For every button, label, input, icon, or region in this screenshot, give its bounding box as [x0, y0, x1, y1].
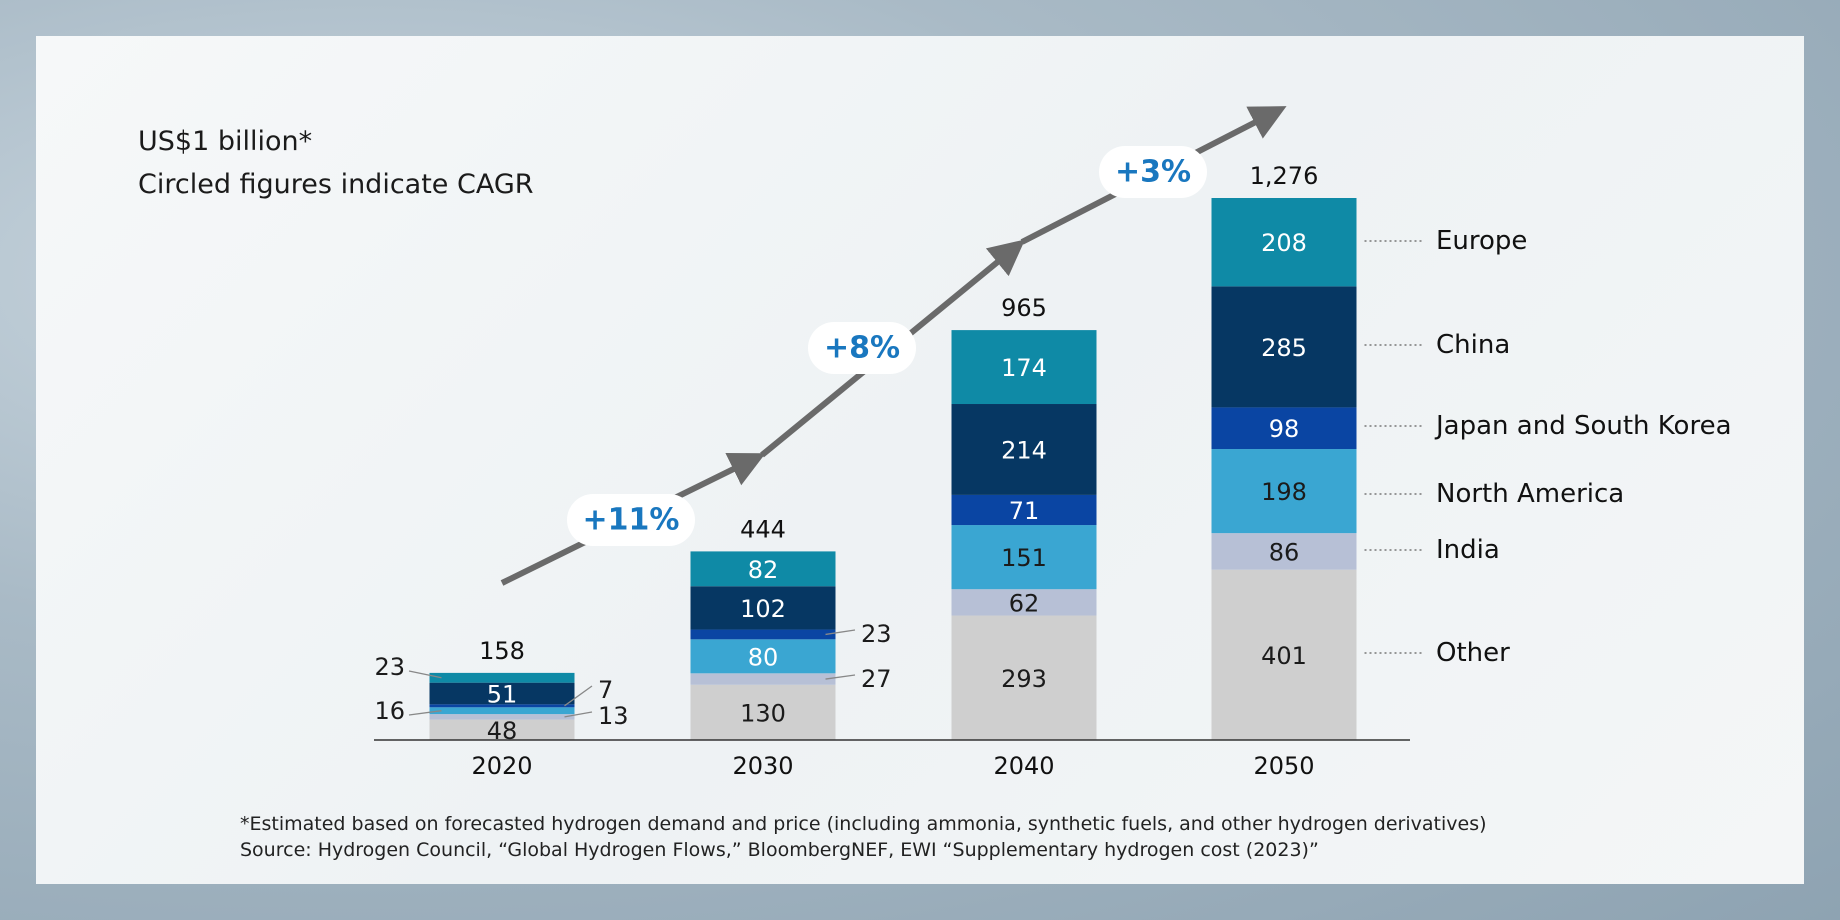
bar-segment-india-2030	[690, 673, 836, 685]
chart-footer: *Estimated based on forecasted hydrogen …	[240, 811, 1487, 863]
leader-line-japan-and-south-korea-2030	[825, 629, 856, 636]
value-label-europe-2020: 23	[374, 653, 405, 681]
value-label-other-2030: 130	[740, 699, 786, 727]
bar-segment-north-america-2020	[429, 707, 575, 715]
bar-segment-north-america-2030	[690, 639, 836, 674]
cagr-label-2: +8%	[824, 331, 900, 366]
bar-segment-india-2050	[1211, 533, 1357, 570]
legend-label-north-america: North America	[1436, 479, 1624, 509]
bar-segment-india-2020	[429, 714, 575, 720]
bar-segment-india-2040	[951, 589, 1097, 616]
bar-segment-japan-and-south-korea-2040	[951, 494, 1097, 526]
chart-panel	[36, 36, 1804, 884]
bar-segment-north-america-2050	[1211, 449, 1357, 534]
cagr-note: Circled figures indicate CAGR	[138, 169, 534, 200]
source-note: Source: Hydrogen Council, “Global Hydrog…	[240, 839, 1319, 861]
total-label-2040: 965	[1001, 294, 1047, 322]
value-label-north-america-2050: 198	[1261, 478, 1307, 506]
category-label-2030: 2030	[732, 752, 793, 780]
chart-header: US$1 billion* Circled figures indicate C…	[138, 120, 534, 206]
cagr-label-3: +3%	[1115, 155, 1191, 190]
value-label-india-2030: 27	[861, 665, 892, 693]
bar-segment-europe-2030	[690, 551, 836, 587]
value-label-india-2020: 13	[598, 702, 629, 730]
bar-segment-europe-2040	[951, 330, 1097, 405]
value-label-north-america-2040: 151	[1001, 544, 1047, 572]
category-label-2020: 2020	[471, 752, 532, 780]
legend-label-china: China	[1436, 330, 1510, 360]
value-label-other-2040: 293	[1001, 665, 1047, 693]
legend-label-india: India	[1436, 535, 1500, 565]
bar-segment-japan-and-south-korea-2030	[690, 629, 836, 640]
value-label-china-2030: 102	[740, 595, 786, 623]
leader-line-north-america-2020	[408, 710, 442, 716]
value-label-japan-and-south-korea-2040: 71	[1009, 497, 1040, 525]
value-label-japan-and-south-korea-2050: 98	[1269, 415, 1300, 443]
bar-segment-china-2020	[429, 682, 575, 705]
bar-segment-china-2050	[1211, 286, 1357, 408]
total-label-2030: 444	[740, 515, 786, 543]
bar-segment-china-2030	[690, 586, 836, 630]
cagr-label-1: +11%	[583, 503, 680, 538]
value-label-japan-and-south-korea-2030: 23	[861, 620, 892, 648]
value-label-europe-2050: 208	[1261, 229, 1307, 257]
bar-segment-china-2040	[951, 404, 1097, 495]
cagr-bubble-3	[1099, 146, 1207, 198]
category-label-2050: 2050	[1253, 752, 1314, 780]
bar-segment-japan-and-south-korea-2050	[1211, 407, 1357, 450]
leader-line-japan-and-south-korea-2020	[564, 685, 593, 707]
bar-segment-other-2030	[690, 684, 836, 740]
cagr-bubble-1	[567, 494, 695, 546]
value-label-china-2020: 51	[487, 680, 518, 708]
value-label-other-2050: 401	[1261, 642, 1307, 670]
category-label-2040: 2040	[993, 752, 1054, 780]
bar-segment-other-2040	[951, 615, 1097, 740]
leader-line-india-2020	[564, 711, 593, 718]
value-label-india-2050: 86	[1269, 538, 1300, 566]
value-label-japan-and-south-korea-2020: 7	[598, 676, 613, 704]
leader-line-india-2030	[825, 674, 856, 680]
unit-note: US$1 billion*	[138, 126, 313, 157]
bar-segment-japan-and-south-korea-2020	[429, 704, 575, 708]
value-label-china-2050: 285	[1261, 334, 1307, 362]
bar-segment-other-2050	[1211, 569, 1357, 740]
value-label-north-america-2030: 80	[748, 643, 779, 671]
total-label-2020: 158	[479, 637, 525, 665]
leader-line-europe-2020	[408, 670, 442, 679]
cagr-bubble-2	[808, 322, 916, 374]
bar-segment-north-america-2040	[951, 525, 1097, 590]
bar-segment-europe-2050	[1211, 198, 1357, 287]
footnote: *Estimated based on forecasted hydrogen …	[240, 813, 1487, 835]
legend-label-europe: Europe	[1436, 226, 1527, 256]
value-label-india-2040: 62	[1009, 589, 1040, 617]
legend-label-other: Other	[1436, 638, 1510, 668]
bar-segment-europe-2020	[429, 672, 575, 683]
value-label-china-2040: 214	[1001, 436, 1047, 464]
value-label-europe-2040: 174	[1001, 354, 1047, 382]
value-label-north-america-2020: 16	[374, 697, 405, 725]
value-label-europe-2030: 82	[748, 556, 779, 584]
total-label-2050: 1,276	[1250, 162, 1319, 190]
legend-label-japan-and-south-korea: Japan and South Korea	[1434, 411, 1732, 441]
bar-segment-other-2020	[429, 719, 575, 740]
